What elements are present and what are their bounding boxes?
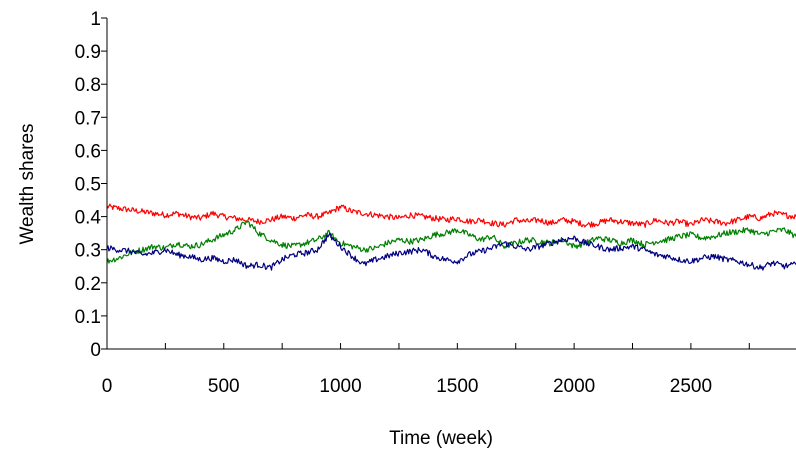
x-axis-ticks: 0 500 1000 1500 2000 2500 xyxy=(102,343,750,397)
y-axis-ticks: 0 0.1 0.2 0.3 0.4 0.5 0.6 0.7 0.8 0.9 1 xyxy=(75,9,107,361)
x-tick-label: 1000 xyxy=(319,376,361,397)
y-tick-label: 0.5 xyxy=(75,175,101,196)
y-tick-label: 0.2 xyxy=(75,274,101,295)
y-tick-label: 0.9 xyxy=(75,42,101,63)
x-tick-label: 1500 xyxy=(436,376,478,397)
plot-series xyxy=(106,203,796,271)
y-tick-label: 0.4 xyxy=(75,208,102,229)
y-tick-label: 0.3 xyxy=(75,241,101,262)
y-tick-label: 0.1 xyxy=(75,307,101,328)
y-tick-label: 0.8 xyxy=(75,75,101,96)
x-tick-label: 2000 xyxy=(553,376,595,397)
x-axis-title: Time (week) xyxy=(389,428,493,449)
x-tick-label: 500 xyxy=(208,376,240,397)
series-line-1 xyxy=(106,203,796,228)
series-line-2 xyxy=(106,220,796,264)
y-tick-label: 0 xyxy=(90,340,101,361)
x-tick-label: 2500 xyxy=(670,376,712,397)
series-line-3 xyxy=(106,232,796,271)
y-tick-label: 0.6 xyxy=(75,141,101,162)
y-axis-title: Wealth shares xyxy=(17,123,38,244)
y-tick-label: 0.7 xyxy=(75,108,101,129)
x-tick-label: 0 xyxy=(102,376,113,397)
y-tick-label: 1 xyxy=(90,9,101,30)
